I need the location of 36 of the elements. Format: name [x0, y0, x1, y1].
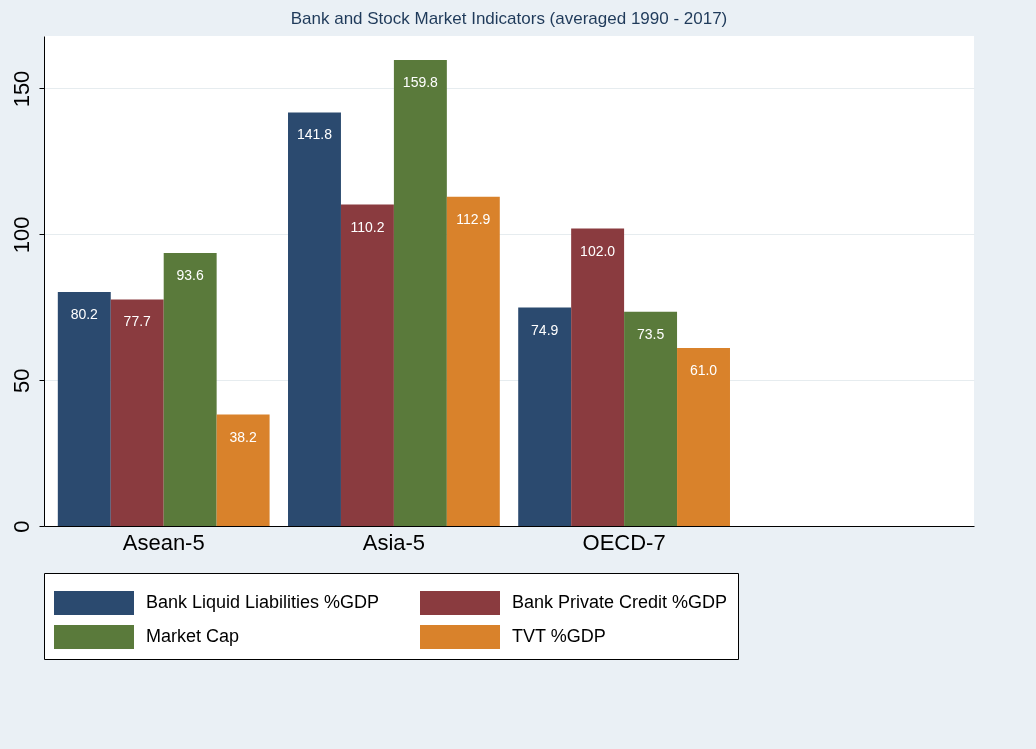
legend-label: Bank Private Credit %GDP	[512, 592, 728, 612]
bar	[446, 196, 500, 526]
data-label: 102.0	[580, 242, 616, 259]
data-label: 159.8	[402, 73, 439, 90]
bar	[163, 253, 217, 526]
data-label: 38.2	[229, 428, 257, 445]
data-label: 61.0	[689, 362, 718, 379]
data-label: 141.8	[296, 126, 333, 143]
data-label: 74.9	[531, 321, 559, 338]
bar	[624, 311, 678, 526]
bar	[393, 59, 447, 526]
y-tick-label: 0	[8, 520, 34, 533]
data-label: 93.6	[176, 267, 205, 283]
bar	[518, 307, 572, 526]
data-label: 73.5	[636, 325, 665, 342]
x-tick-label: Asia-5	[362, 529, 426, 555]
bar	[110, 299, 164, 526]
y-tick-label: 50	[8, 368, 34, 393]
bar	[677, 348, 730, 526]
data-label: 80.2	[70, 306, 99, 323]
x-tick-label: Asean-5	[122, 529, 205, 555]
bar	[288, 112, 341, 526]
bar	[571, 228, 625, 526]
y-tick-label: 150	[8, 70, 34, 108]
x-tick-label: OECD-7	[582, 529, 666, 555]
data-label: 77.7	[123, 313, 152, 330]
bar	[57, 292, 111, 526]
y-tick-label: 100	[8, 216, 34, 254]
chart-title: Bank and Stock Market Indicators (averaged 1990 - 2017)	[290, 9, 728, 28]
legend-label: Bank Liquid Liabilities %GDP	[146, 592, 380, 612]
bar	[340, 204, 394, 526]
bar	[216, 414, 270, 526]
data-label: 110.2	[350, 218, 385, 235]
legend-label: TVT %GDP	[512, 626, 606, 646]
legend-label: Market Cap	[146, 626, 240, 646]
data-label: 112.9	[456, 210, 491, 227]
